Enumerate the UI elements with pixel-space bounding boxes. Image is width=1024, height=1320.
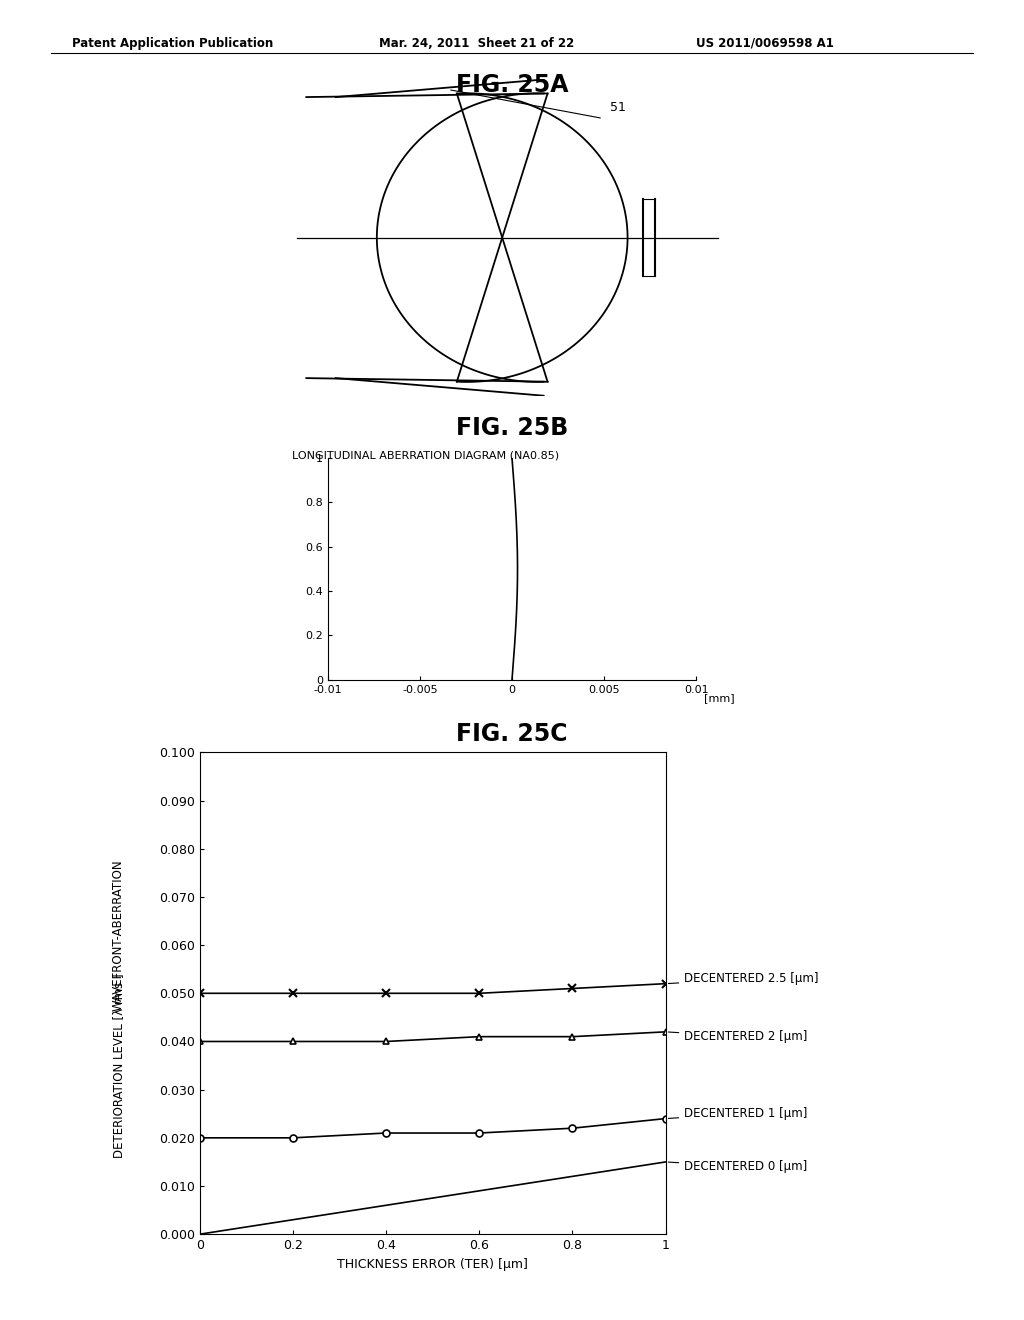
Text: DETERIORATION LEVEL [λ rms ]: DETERIORATION LEVEL [λ rms ]	[112, 973, 125, 1158]
Text: [mm]: [mm]	[703, 693, 734, 704]
Text: LONGITUDINAL ABERRATION DIAGRAM (NA0.85): LONGITUDINAL ABERRATION DIAGRAM (NA0.85)	[292, 450, 559, 461]
Text: DECENTERED 0 [μm]: DECENTERED 0 [μm]	[669, 1160, 808, 1173]
Text: FIG. 25C: FIG. 25C	[457, 722, 567, 746]
X-axis label: THICKNESS ERROR (TER) [μm]: THICKNESS ERROR (TER) [μm]	[337, 1258, 528, 1271]
Text: Mar. 24, 2011  Sheet 21 of 22: Mar. 24, 2011 Sheet 21 of 22	[379, 37, 574, 50]
Text: US 2011/0069598 A1: US 2011/0069598 A1	[696, 37, 835, 50]
Text: DECENTERED 1 [μm]: DECENTERED 1 [μm]	[669, 1107, 808, 1121]
Text: 51: 51	[610, 100, 626, 114]
Text: DECENTERED 2 [μm]: DECENTERED 2 [μm]	[669, 1030, 808, 1043]
Text: DECENTERED 2.5 [μm]: DECENTERED 2.5 [μm]	[669, 973, 819, 985]
Text: Patent Application Publication: Patent Application Publication	[72, 37, 273, 50]
Text: WAVEFRONT-ABERRATION: WAVEFRONT-ABERRATION	[112, 859, 125, 1011]
Text: FIG. 25A: FIG. 25A	[456, 73, 568, 96]
Text: FIG. 25B: FIG. 25B	[456, 416, 568, 440]
